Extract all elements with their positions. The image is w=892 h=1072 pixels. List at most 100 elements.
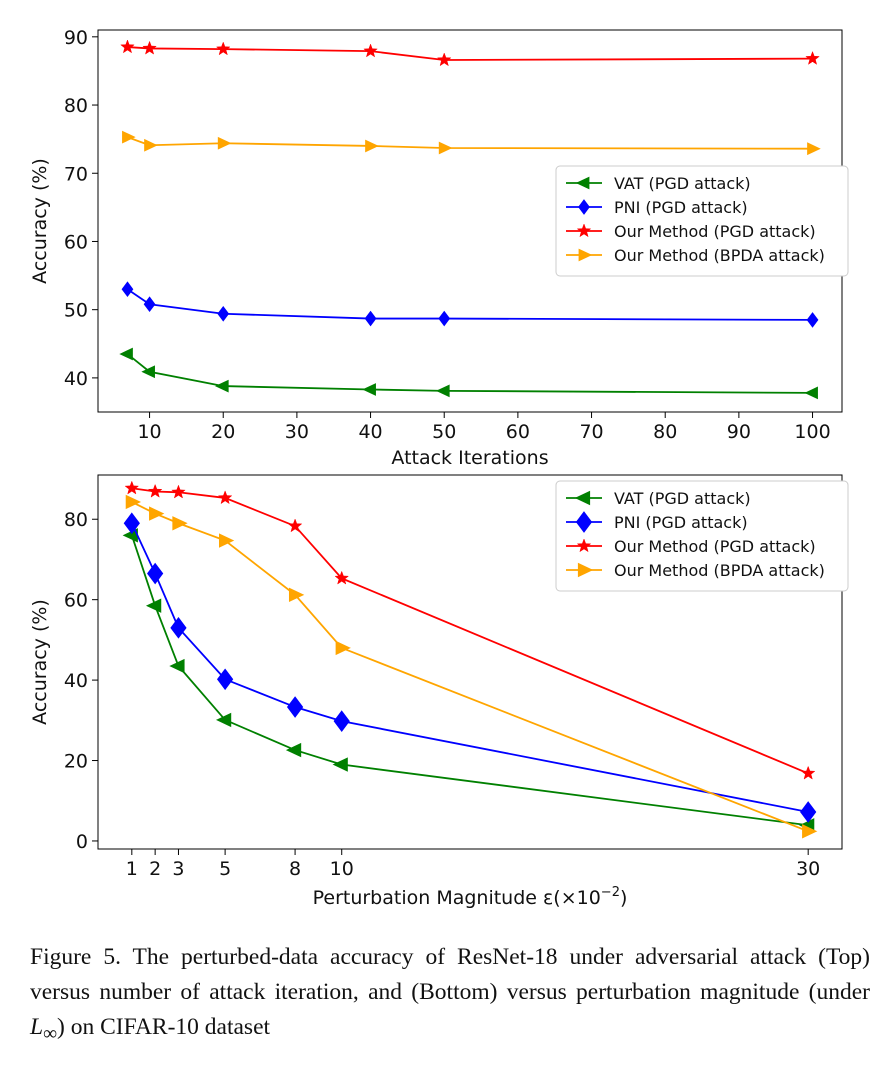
data-point — [147, 483, 163, 498]
data-point — [438, 310, 451, 327]
legend-label: Our Method (PGD attack) — [614, 537, 816, 556]
chart-panel-top: 10 20 30 40 50 60 70 80 90 100 40 50 60 70 80 90 Accurac… — [29, 27, 849, 469]
legend-marker — [578, 248, 593, 262]
data-point — [332, 757, 348, 772]
data-point — [121, 281, 134, 298]
legend-marker — [578, 199, 590, 215]
y-tick-label: 60 — [64, 590, 88, 612]
x-axis-label: Perturbation Magnitude ε(×10−2) — [313, 885, 628, 909]
plot-frame — [97, 474, 843, 850]
caption-math-l: L — [30, 1014, 44, 1040]
legend-marker — [574, 490, 591, 506]
series-line — [127, 46, 813, 61]
data-point — [806, 312, 819, 328]
y-axis-label: Accuracy (%) — [29, 158, 51, 284]
data-point — [217, 305, 230, 322]
x-tick-label: 5 — [219, 858, 231, 880]
data-point — [287, 518, 303, 533]
data-point — [141, 365, 155, 379]
data-point — [285, 742, 302, 758]
data-point — [143, 296, 156, 313]
series-our-method-pgd-attack- — [120, 39, 820, 67]
data-point — [125, 494, 141, 510]
legend-marker — [576, 223, 592, 238]
data-point — [215, 712, 232, 728]
caption-math-sub: ∞ — [43, 1023, 58, 1045]
y-tick-label: 90 — [64, 27, 88, 49]
legend: VAT (PGD attack) PNI (PGD attack) Our Meth… — [555, 480, 849, 592]
legend-label: Our Method (BPDA attack) — [614, 246, 825, 265]
data-point — [172, 516, 188, 531]
data-point — [436, 52, 452, 67]
x-tick-label: 1 — [126, 858, 138, 880]
y-axis-label: Accuracy (%) — [29, 599, 51, 725]
series-pni-pgd-attack- — [121, 281, 819, 328]
data-point — [364, 310, 377, 327]
x-axis-label: Attack Iterations — [391, 447, 548, 469]
data-point — [123, 512, 140, 535]
data-point — [120, 39, 135, 54]
data-point — [144, 138, 158, 152]
x-axis-label-main: Perturbation Magnitude ε(×10 — [313, 887, 601, 909]
data-point — [804, 386, 818, 400]
y-tick-label: 40 — [64, 670, 88, 692]
legend-label: Our Method (BPDA attack) — [614, 561, 825, 580]
legend: VAT (PGD attack) PNI (PGD attack) Our Meth… — [555, 165, 849, 277]
x-axis-label-end: ) — [620, 887, 627, 909]
series-our-method-pgd-attack- — [124, 480, 816, 780]
x-tick-label: 3 — [172, 858, 184, 880]
x-tick-label: 100 — [794, 421, 830, 443]
x-tick-label: 10 — [137, 421, 161, 443]
y-tick-label: 40 — [64, 368, 88, 390]
x-tick-label: 80 — [653, 421, 677, 443]
data-point — [169, 658, 185, 674]
y-tick-label: 70 — [64, 163, 88, 185]
series-pni-pgd-attack- — [123, 512, 817, 823]
data-point — [216, 668, 234, 691]
x-tick-label: 2 — [149, 858, 161, 880]
data-point — [142, 40, 157, 55]
data-point — [438, 141, 453, 155]
x-tick-label: 60 — [506, 421, 530, 443]
data-point — [363, 43, 378, 58]
legend-label: PNI (PGD attack) — [614, 513, 748, 532]
data-point — [800, 801, 817, 823]
x-tick-label: 70 — [579, 421, 603, 443]
y-tick-label: 20 — [64, 751, 88, 773]
legend-label: VAT (PGD attack) — [614, 489, 751, 508]
data-point — [807, 142, 821, 156]
legend-label: Our Method (PGD attack) — [614, 222, 816, 241]
data-point — [119, 347, 133, 361]
x-tick-label: 20 — [211, 421, 235, 443]
data-point — [215, 379, 229, 393]
legend-label: VAT (PGD attack) — [614, 174, 751, 193]
series-line — [126, 353, 813, 394]
data-point — [215, 41, 231, 56]
legend-box — [555, 480, 849, 592]
data-point — [170, 616, 187, 639]
series-vat-pgd-attack- — [119, 347, 818, 400]
data-point — [362, 383, 376, 396]
data-point — [147, 562, 164, 585]
y-tick-label: 0 — [76, 831, 88, 853]
figure: 10 20 30 40 50 60 70 80 90 100405060708090Accurac… — [29, 27, 849, 909]
data-point — [219, 533, 235, 548]
data-point — [800, 765, 816, 780]
x-tick-label: 50 — [432, 421, 456, 443]
data-point — [122, 130, 136, 144]
chart-panel-bottom: 1 2 3 5 8 10 30 0 20 40 60 80 Accuracy (%) Perturbati… — [29, 474, 849, 909]
x-tick-label: 10 — [330, 858, 354, 880]
series-line — [126, 288, 813, 321]
x-tick-label: 40 — [358, 421, 382, 443]
figure-caption: Figure 5. The perturbed-data accuracy of… — [30, 940, 870, 1052]
x-tick-label: 30 — [796, 858, 820, 880]
legend-marker — [575, 511, 593, 533]
data-point — [286, 696, 304, 718]
x-axis-label-exponent: −2 — [601, 885, 620, 900]
data-point — [333, 710, 350, 732]
data-point — [217, 136, 232, 150]
y-tick-label: 50 — [64, 300, 88, 322]
caption-text-before: Figure 5. The perturbed-data accuracy of… — [30, 944, 870, 1005]
x-tick-label: 90 — [727, 421, 751, 443]
legend-marker — [577, 562, 594, 578]
